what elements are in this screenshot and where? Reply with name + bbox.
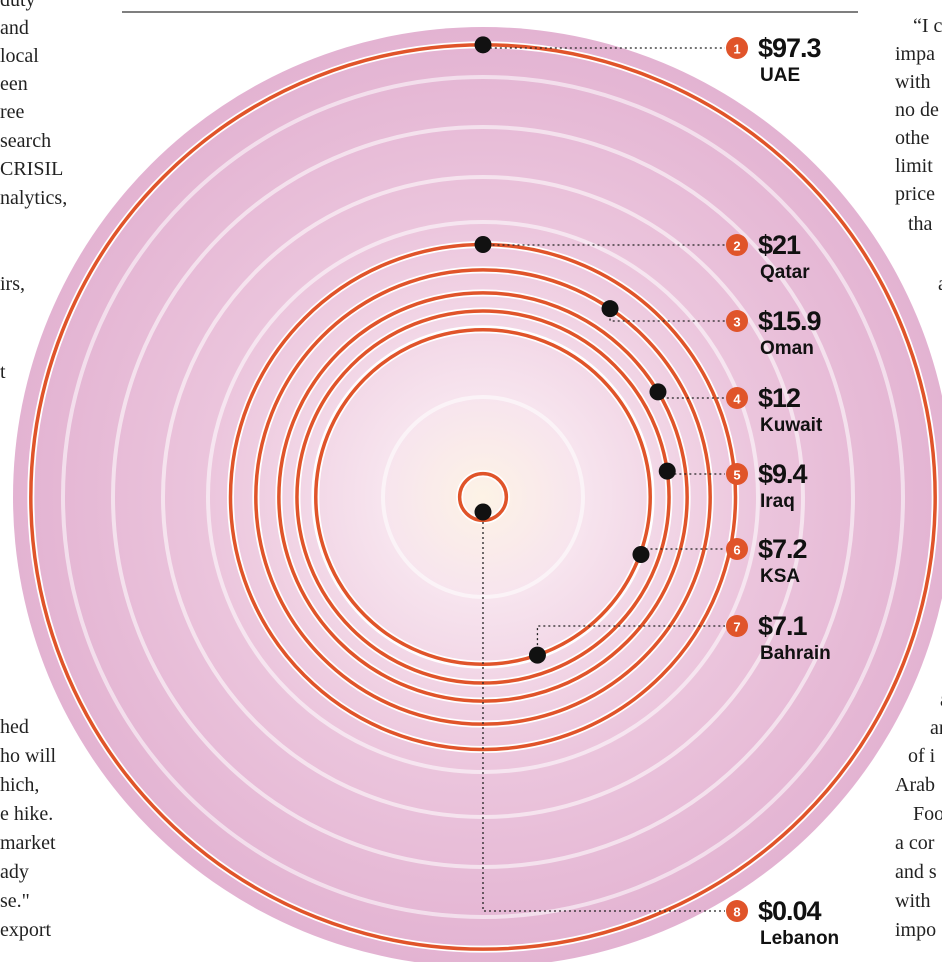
body-text-line: export (0, 919, 52, 941)
body-text-line: of i (908, 745, 936, 767)
value-label: $12 (758, 383, 800, 413)
body-text-line: Foo (913, 803, 942, 825)
body-text-line: no de (895, 99, 939, 121)
body-text-line: ady (0, 861, 29, 883)
country-label: Iraq (760, 491, 795, 512)
value-dot (602, 300, 619, 317)
country-label: KSA (760, 566, 800, 587)
body-text-line: search (0, 130, 51, 152)
body-text-line: “I c (913, 15, 942, 37)
value-label: $21 (758, 230, 801, 260)
country-label: UAE (760, 65, 800, 86)
value-dot (475, 236, 492, 253)
rank-label: 3 (733, 315, 740, 330)
body-text-line: price (895, 183, 935, 205)
body-text-line: ho will (0, 745, 57, 767)
value-label: $15.9 (758, 306, 822, 336)
value-label: $7.1 (758, 611, 808, 641)
body-text-line: New (895, 0, 933, 5)
rank-label: 2 (733, 239, 740, 254)
country-label: Qatar (760, 262, 810, 283)
body-text-line: an (930, 717, 942, 739)
body-text-line: impo (895, 919, 936, 941)
body-text-line: e hike. (0, 803, 53, 825)
value-label: $97.3 (758, 33, 822, 63)
body-text-line: local (0, 45, 39, 67)
leader-line (483, 244, 725, 245)
rank-label: 4 (733, 392, 741, 407)
body-text-line: nalytics, (0, 187, 67, 209)
country-label: Bahrain (760, 643, 831, 664)
body-text-line: hed (0, 716, 29, 738)
body-text-line: ree (0, 101, 25, 123)
body-text-line: with (895, 890, 931, 912)
rank-label: 1 (733, 42, 740, 57)
country-label: Oman (760, 338, 814, 359)
body-text-line: een (0, 73, 28, 95)
body-text-line: a cor (895, 832, 935, 854)
value-dot (475, 504, 492, 521)
country-label: Lebanon (760, 928, 839, 949)
body-text-line: othe (895, 127, 930, 149)
value-label: $0.04 (758, 896, 822, 926)
body-text-line: tha (908, 213, 933, 235)
value-label: $9.4 (758, 459, 808, 489)
chart: duty and local een ree search CRISIL nalytics, i… (0, 0, 942, 962)
body-text-line: Arab (895, 774, 935, 796)
body-text-line: hich, (0, 774, 39, 796)
rank-label: 7 (733, 620, 740, 635)
body-text-line: t (0, 361, 6, 383)
country-label: Kuwait (760, 415, 823, 436)
body-text-line: a (938, 273, 942, 295)
body-text-line: with (895, 71, 931, 93)
body-text-line: se." (0, 890, 30, 912)
value-dot (649, 383, 666, 400)
rank-label: 6 (733, 543, 740, 558)
rank-label: 5 (733, 468, 740, 483)
value-dot (632, 546, 649, 563)
body-text-line: impa (895, 43, 935, 65)
body-text-line: irs, (0, 273, 25, 295)
rank-label: 8 (733, 905, 740, 920)
body-text-line: limit (895, 155, 933, 177)
body-text-line: market (0, 832, 56, 854)
body-text-line: and (0, 17, 29, 39)
value-label: $7.2 (758, 534, 807, 564)
body-text-line: and s (895, 861, 937, 883)
value-dot (529, 647, 546, 664)
value-dot (475, 36, 492, 53)
value-dot (659, 463, 676, 480)
body-text-line: CRISIL (0, 158, 63, 180)
body-text-line: duty (0, 0, 36, 11)
